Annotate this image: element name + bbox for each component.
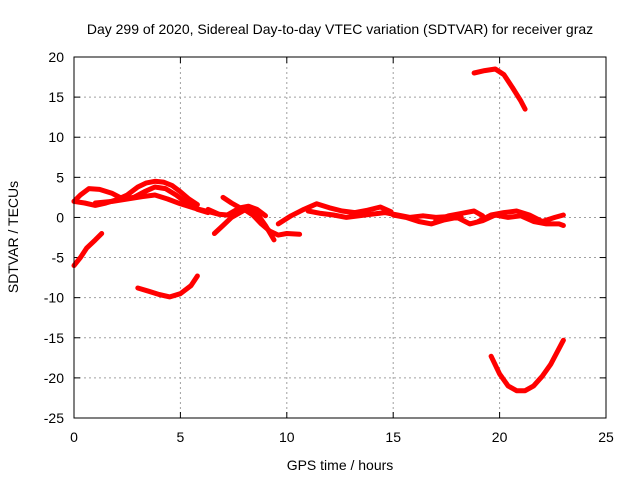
- x-tick-label: 20: [492, 429, 508, 445]
- data-series: [71, 66, 566, 394]
- series-track-6: [205, 206, 303, 238]
- y-tick-label: 0: [56, 209, 64, 225]
- x-tick-label: 5: [177, 429, 185, 445]
- y-axis-label: SDTVAR / TECUs: [5, 181, 21, 293]
- series-track-13: [475, 208, 566, 224]
- x-tick-label: 25: [598, 429, 614, 445]
- series-track-14: [471, 66, 528, 112]
- x-tick-label: 0: [70, 429, 78, 445]
- x-axis-label: GPS time / hours: [287, 457, 394, 473]
- y-tick-label: -20: [44, 370, 64, 386]
- y-tick-label: -5: [52, 250, 65, 266]
- series-track-10: [305, 208, 464, 220]
- series-track-9: [275, 201, 394, 227]
- plot-frame: [73, 56, 607, 419]
- series-track-1: [71, 231, 105, 269]
- y-tick-label: -10: [44, 290, 64, 306]
- tick-labels: 0 5 10 15 20 25 -25 -20 -15 -10 -5 0 5 10 15 20: [44, 49, 614, 445]
- y-tick-label: 20: [48, 49, 64, 65]
- x-tick-label: 15: [385, 429, 401, 445]
- y-tick-label: -15: [44, 330, 64, 346]
- y-tick-label: -25: [44, 410, 64, 426]
- y-tick-label: 10: [48, 129, 64, 145]
- series-track-15: [488, 337, 566, 394]
- series-track-4: [92, 192, 222, 217]
- series-track-5: [135, 273, 200, 300]
- series-track-7: [211, 205, 277, 243]
- x-tick-label: 10: [279, 429, 295, 445]
- series-track-12: [433, 208, 486, 224]
- series-track-8: [220, 194, 268, 219]
- y-tick-label: 5: [56, 169, 64, 185]
- chart-title: Day 299 of 2020, Sidereal Day-to-day VTE…: [87, 21, 593, 37]
- y-tick-label: 15: [48, 89, 64, 105]
